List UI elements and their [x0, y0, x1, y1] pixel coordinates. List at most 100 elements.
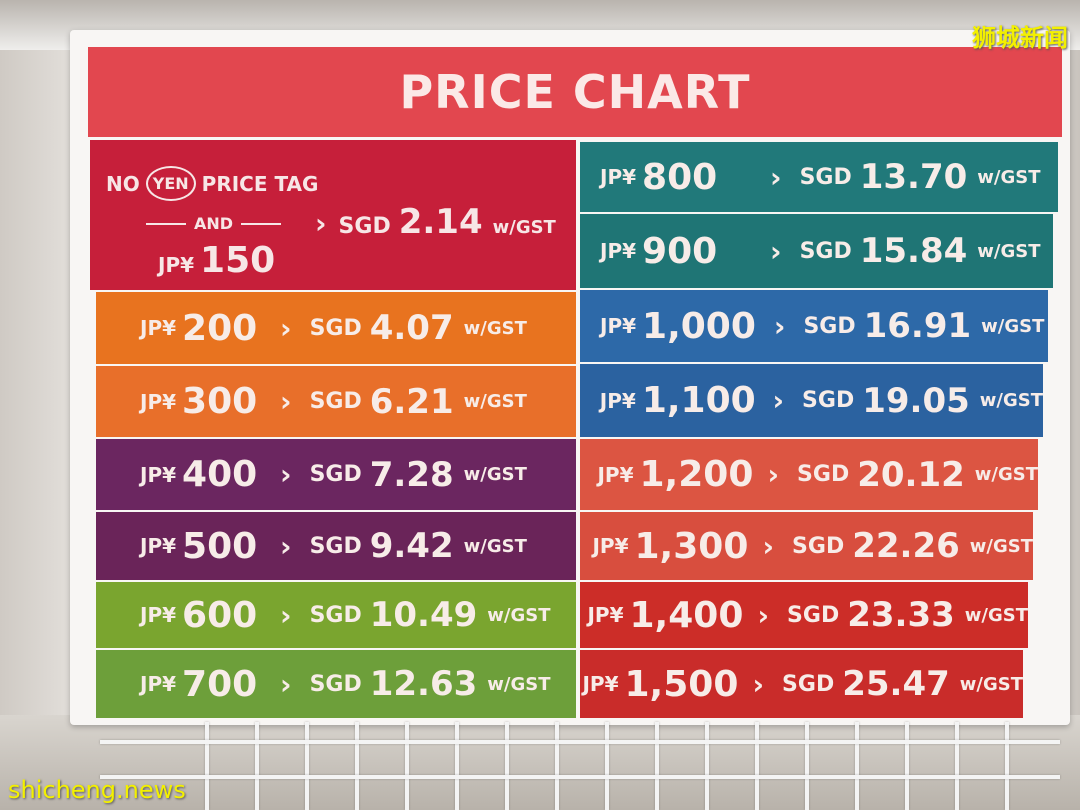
- arrow-icon: ›: [280, 385, 292, 418]
- sgd-value: 10.49: [369, 595, 478, 635]
- yen-circle-label: YEN: [145, 166, 196, 201]
- jpy-label: JP¥: [600, 314, 637, 338]
- wire-rack: [855, 722, 859, 810]
- sgd-value: 15.84: [859, 231, 968, 271]
- jpy-value: 150: [200, 240, 276, 281]
- price-row: JP¥ 300 › SGD 6.21 w/GST: [96, 366, 576, 437]
- gst-label: w/GST: [981, 315, 1045, 337]
- no-yen-price-tag-cell: NO YEN PRICE TAG AND JP¥ 150 › SGD 2.14 …: [90, 140, 576, 290]
- gst-label: w/GST: [969, 535, 1033, 557]
- sgd-value: 22.26: [852, 526, 960, 566]
- jpy-label: JP¥: [592, 534, 629, 558]
- gst-label: w/GST: [463, 535, 527, 557]
- price-row: JP¥ 400 › SGD 7.28 w/GST: [96, 439, 576, 510]
- jpy-value: 400: [182, 454, 258, 495]
- gst-label: w/GST: [977, 166, 1041, 188]
- jpy-value: 1,100: [641, 380, 756, 421]
- sgd-value: 2.14: [398, 202, 483, 242]
- jpy-label: JP¥: [140, 534, 177, 558]
- divider: [146, 222, 186, 225]
- arrow-icon: ›: [280, 598, 292, 632]
- gst-label: w/GST: [977, 240, 1041, 262]
- jpy-value: 800: [642, 156, 718, 198]
- wire-rack: [455, 722, 459, 810]
- sgd-label: SGD: [309, 462, 362, 487]
- gst-label: w/GST: [463, 317, 527, 339]
- sgd-label: SGD: [792, 533, 845, 559]
- wire-rack: [555, 722, 559, 810]
- sgd-label: SGD: [797, 462, 850, 487]
- arrow-icon: ›: [773, 309, 786, 343]
- price-row: JP¥ 1,500 › SGD 25.47 w/GST: [580, 650, 1023, 718]
- and-text: AND: [194, 214, 234, 233]
- sgd-value: 16.91: [863, 306, 972, 346]
- price-tag-text: PRICE TAG: [201, 171, 319, 196]
- price-row: JP¥ 600 › SGD 10.49 w/GST: [96, 582, 576, 648]
- jpy-label: JP¥: [140, 672, 177, 696]
- jpy-label: JP¥: [600, 239, 637, 263]
- gst-label: w/GST: [463, 464, 527, 485]
- jpy-value: 300: [182, 381, 258, 422]
- jpy-label: JP¥: [582, 672, 619, 696]
- jpy-label: JP¥: [140, 603, 177, 627]
- sgd-label: SGD: [309, 671, 362, 697]
- price-row: JP¥ 1,100 › SGD 19.05 w/GST: [580, 364, 1043, 437]
- watermark-bottom-left: shicheng.news: [8, 776, 186, 804]
- jpy-label: JP¥: [597, 462, 634, 487]
- wire-rack: [255, 722, 259, 810]
- jpy-label: JP¥: [599, 388, 636, 413]
- sgd-value: 13.70: [859, 157, 968, 197]
- price-row: JP¥ 800 › SGD 13.70 w/GST: [580, 142, 1058, 212]
- jpy-value: 1,500: [624, 663, 739, 705]
- arrow-icon: ›: [762, 529, 775, 563]
- arrow-icon: ›: [770, 160, 782, 194]
- gst-label: w/GST: [964, 604, 1028, 626]
- jpy-value: 1,400: [629, 594, 744, 636]
- wire-rack: [605, 722, 609, 810]
- arrow-icon: ›: [767, 458, 780, 491]
- wire-rack: [705, 722, 709, 810]
- jpy-label: JP¥: [140, 389, 177, 414]
- sgd-label: SGD: [309, 389, 362, 414]
- gst-label: w/GST: [492, 217, 556, 238]
- sgd-label: SGD: [787, 602, 840, 628]
- no-text: NO: [106, 171, 140, 196]
- arrow-icon: ›: [280, 667, 292, 701]
- gst-label: w/GST: [463, 391, 527, 412]
- sgd-label: SGD: [309, 602, 362, 628]
- price-row: JP¥ 200 › SGD 4.07 w/GST: [96, 292, 576, 364]
- sgd-label: SGD: [338, 214, 391, 239]
- price-row: JP¥ 500 › SGD 9.42 w/GST: [96, 512, 576, 580]
- gst-label: w/GST: [487, 673, 551, 695]
- arrow-icon: ›: [280, 458, 292, 491]
- sgd-label: SGD: [802, 388, 855, 413]
- gst-label: w/GST: [974, 464, 1038, 485]
- jpy-value: 700: [182, 663, 258, 705]
- jpy-value: 200: [182, 307, 258, 349]
- sgd-value: 20.12: [857, 454, 965, 495]
- gst-label: w/GST: [487, 604, 551, 626]
- sgd-value: 23.33: [847, 595, 955, 635]
- arrow-icon: ›: [757, 598, 770, 632]
- arrow-icon: ›: [280, 311, 292, 345]
- sgd-value: 7.28: [369, 454, 454, 495]
- price-row: JP¥ 700 › SGD 12.63 w/GST: [96, 650, 576, 718]
- gst-label: w/GST: [959, 673, 1023, 695]
- jpy-label: JP¥: [600, 165, 637, 189]
- sgd-value: 6.21: [369, 381, 454, 422]
- wire-rack: [100, 775, 1060, 779]
- watermark-top-right: 狮城新闻: [972, 24, 1068, 52]
- price-row: JP¥ 1,200 › SGD 20.12 w/GST: [580, 439, 1038, 510]
- jpy-label: JP¥: [140, 462, 177, 487]
- arrow-icon: ›: [315, 207, 327, 240]
- price-row: JP¥ 1,400 › SGD 23.33 w/GST: [580, 582, 1028, 648]
- jpy-value: 500: [182, 525, 258, 567]
- jpy-value: 1,000: [642, 305, 756, 347]
- sgd-label: SGD: [309, 315, 362, 341]
- jpy-value: 1,200: [639, 454, 754, 495]
- sgd-label: SGD: [799, 164, 852, 190]
- sgd-value: 19.05: [862, 380, 970, 421]
- sgd-value: 25.47: [842, 664, 950, 704]
- price-row: JP¥ 1,000 › SGD 16.91 w/GST: [580, 290, 1048, 362]
- wire-rack: [905, 722, 909, 810]
